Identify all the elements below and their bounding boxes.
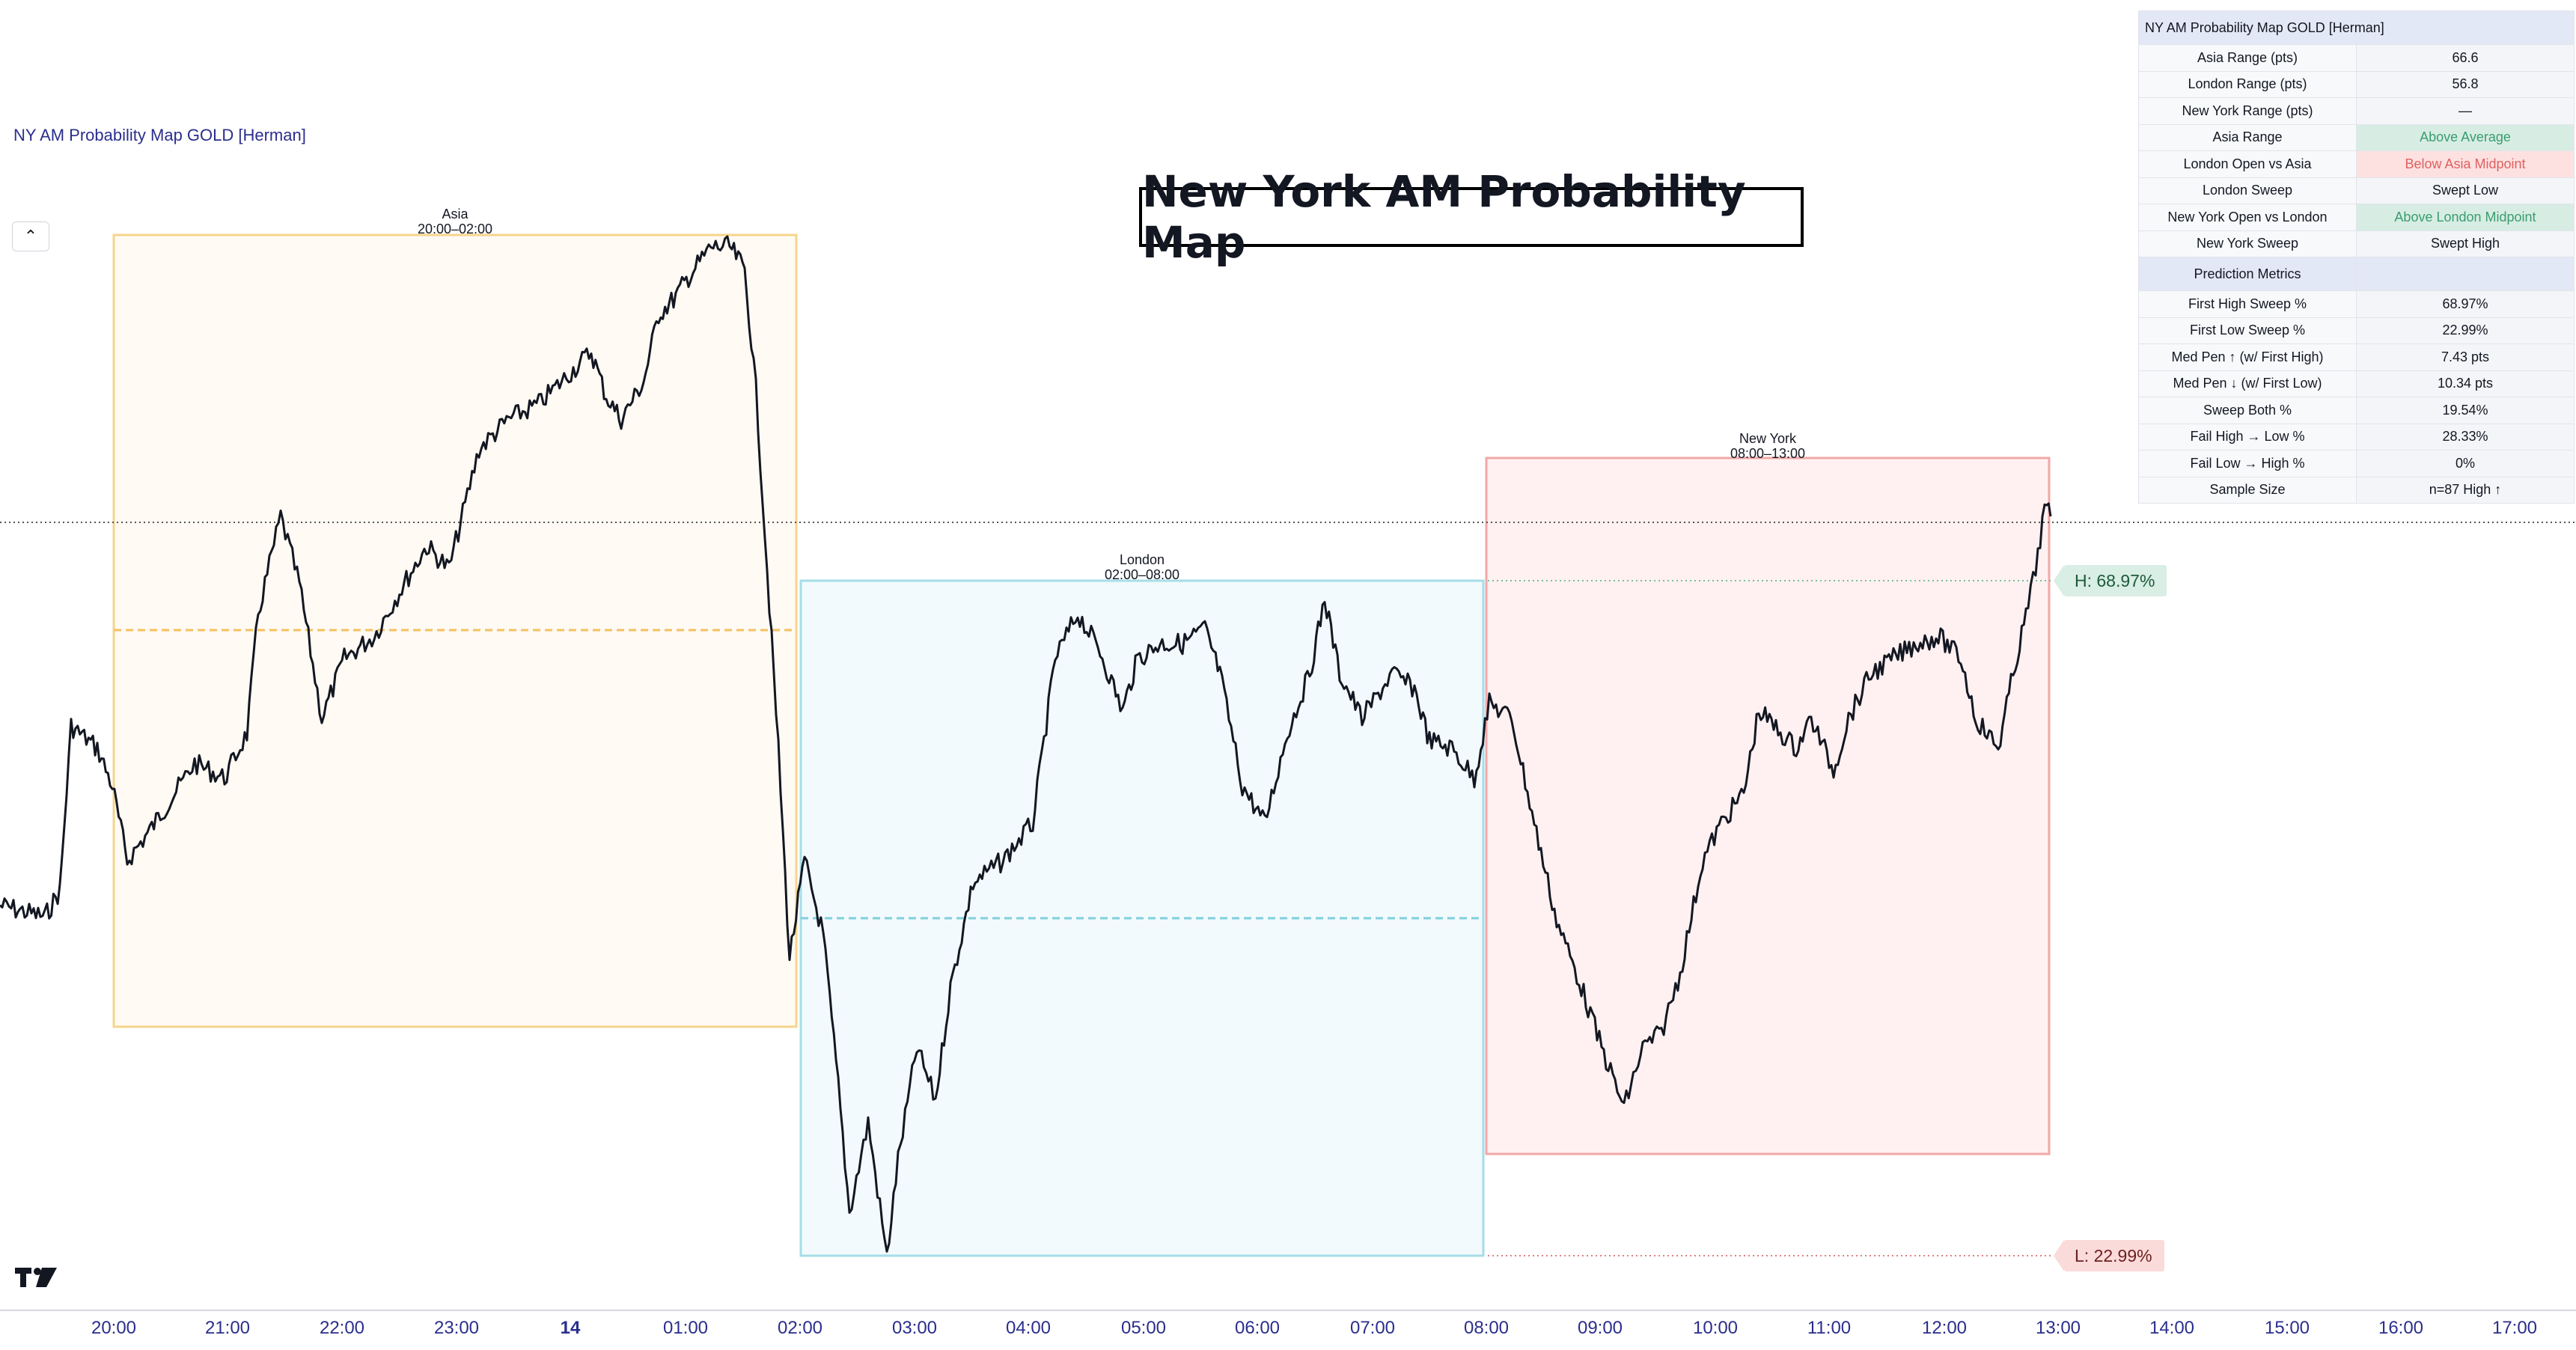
session-label-asia: Asia 20:00–02:00 <box>418 207 492 236</box>
time-tick-label: 22:00 <box>319 1318 365 1338</box>
stats-row: London Range (pts) 56.8 <box>2138 70 2575 98</box>
session-name: London <box>1119 552 1165 567</box>
session-time: 08:00–13:00 <box>1730 446 1806 461</box>
stats-row: Sample Size n=87 High ↑ <box>2138 476 2575 504</box>
session-box-new-york <box>1485 456 2051 1155</box>
stats-row: New York Open vs London Above London Midp… <box>2138 204 2575 231</box>
time-tick-label: 08:00 <box>1463 1318 1510 1338</box>
price-series <box>0 235 2052 1253</box>
low-probability-tag: L: 22.99% <box>2054 1240 2164 1271</box>
time-axis[interactable] <box>0 1310 2576 1350</box>
high-probability-tag: H: 68.97% <box>2053 565 2167 596</box>
stats-value: 7.43 pts <box>2356 343 2575 371</box>
time-tick-label: 14 <box>560 1318 581 1338</box>
stats-section-title: Prediction Metrics <box>2138 257 2357 291</box>
stats-row: London Open vs Asia Below Asia Midpoint <box>2138 150 2575 178</box>
stats-label: First Low Sweep % <box>2138 317 2357 344</box>
stats-label: Sample Size <box>2138 476 2357 504</box>
time-tick-label: 16:00 <box>2378 1318 2424 1338</box>
stats-value: n=87 High ↑ <box>2356 476 2575 504</box>
stats-label: Asia Range <box>2138 123 2357 151</box>
stats-label: Sweep Both % <box>2138 397 2357 424</box>
stats-label: New York Open vs London <box>2138 204 2357 231</box>
stats-row: Asia Range (pts) 66.6 <box>2138 44 2575 72</box>
time-tick-label: 21:00 <box>204 1318 251 1338</box>
time-tick-label: 23:00 <box>433 1318 480 1338</box>
time-tick-label: 03:00 <box>891 1318 938 1338</box>
session-name: New York <box>1739 431 1797 446</box>
stats-value: Swept High <box>2356 230 2575 257</box>
stats-label: First High Sweep % <box>2138 290 2357 318</box>
stats-value: 10.34 pts <box>2356 370 2575 397</box>
session-label-new-york: New York 08:00–13:00 <box>1730 431 1805 461</box>
stats-label: New York Range (pts) <box>2138 97 2357 125</box>
time-tick-label: 13:00 <box>2035 1318 2081 1338</box>
stats-label: Med Pen ↓ (w/ First Low) <box>2138 370 2357 397</box>
tradingview-logo-icon[interactable] <box>15 1265 58 1289</box>
stats-label: Fail Low → High % <box>2138 450 2357 477</box>
stats-row: Asia Range Above Average <box>2138 123 2575 151</box>
stats-label: New York Sweep <box>2138 230 2357 257</box>
time-tick-label: 17:00 <box>2491 1318 2538 1338</box>
time-tick-label: 07:00 <box>1349 1318 1396 1338</box>
stats-value: 0% <box>2356 450 2575 477</box>
map-title: New York AM Probability Map <box>1139 166 1804 268</box>
time-tick-label: 09:00 <box>1577 1318 1623 1338</box>
session-time: 02:00–08:00 <box>1104 567 1180 582</box>
stats-value: 28.33% <box>2356 423 2575 450</box>
stats-row: Med Pen ↑ (w/ First High) 7.43 pts <box>2138 343 2575 371</box>
chevron-up-icon: ⌃ <box>23 227 38 245</box>
time-tick-label: 01:00 <box>662 1318 709 1338</box>
stats-value: Swept Low <box>2356 177 2575 204</box>
collapse-button[interactable]: ⌃ <box>12 222 49 251</box>
stats-section-row: Prediction Metrics <box>2138 257 2575 291</box>
stats-row: First Low Sweep % 22.99% <box>2138 317 2575 344</box>
stats-value: 19.54% <box>2356 397 2575 424</box>
stats-row: Sweep Both % 19.54% <box>2138 397 2575 424</box>
time-tick-label: 14:00 <box>2149 1318 2195 1338</box>
stats-row: London Sweep Swept Low <box>2138 177 2575 204</box>
time-tick-label: 11:00 <box>1807 1318 1852 1338</box>
stats-header: NY AM Probability Map GOLD [Herman] <box>2138 10 2575 45</box>
stats-value: — <box>2356 97 2575 125</box>
stats-row: New York Range (pts) — <box>2138 97 2575 125</box>
time-tick-label: 15:00 <box>2264 1318 2310 1338</box>
stats-table: NY AM Probability Map GOLD [Herman] Asia… <box>2138 10 2575 504</box>
stats-row: Fail Low → High % 0% <box>2138 450 2575 477</box>
time-tick-label: 06:00 <box>1234 1318 1281 1338</box>
stats-label: Med Pen ↑ (w/ First High) <box>2138 343 2357 371</box>
stats-label: London Sweep <box>2138 177 2357 204</box>
session-boxes <box>112 233 2051 1257</box>
time-tick-label: 20:00 <box>91 1318 137 1338</box>
stats-label: Asia Range (pts) <box>2138 44 2357 72</box>
stats-label: London Open vs Asia <box>2138 150 2357 178</box>
stats-value: 56.8 <box>2356 70 2575 98</box>
session-name: Asia <box>442 207 468 222</box>
session-time: 20:00–02:00 <box>417 222 493 236</box>
indicator-label[interactable]: NY AM Probability Map GOLD [Herman] <box>13 126 306 144</box>
session-label-london: London 02:00–08:00 <box>1105 552 1179 582</box>
stats-row: Med Pen ↓ (w/ First Low) 10.34 pts <box>2138 370 2575 397</box>
stats-section-spacer <box>2356 257 2575 291</box>
stats-value: 68.97% <box>2356 290 2575 318</box>
time-tick-label: 12:00 <box>1921 1318 1968 1338</box>
stats-value: 66.6 <box>2356 44 2575 72</box>
stats-value: Above Average <box>2356 123 2575 151</box>
stats-row: Fail High → Low % 28.33% <box>2138 423 2575 450</box>
time-tick-label: 10:00 <box>1692 1318 1739 1338</box>
stats-row: First High Sweep % 68.97% <box>2138 290 2575 318</box>
stats-value: 22.99% <box>2356 317 2575 344</box>
stats-label: London Range (pts) <box>2138 70 2357 98</box>
time-tick-label: 05:00 <box>1120 1318 1167 1338</box>
stats-value: Below Asia Midpoint <box>2356 150 2575 178</box>
stats-row: New York Sweep Swept High <box>2138 230 2575 257</box>
time-tick-label: 02:00 <box>777 1318 823 1338</box>
time-tick-label: 04:00 <box>1005 1318 1052 1338</box>
stats-label: Fail High → Low % <box>2138 423 2357 450</box>
stats-value: Above London Midpoint <box>2356 204 2575 231</box>
